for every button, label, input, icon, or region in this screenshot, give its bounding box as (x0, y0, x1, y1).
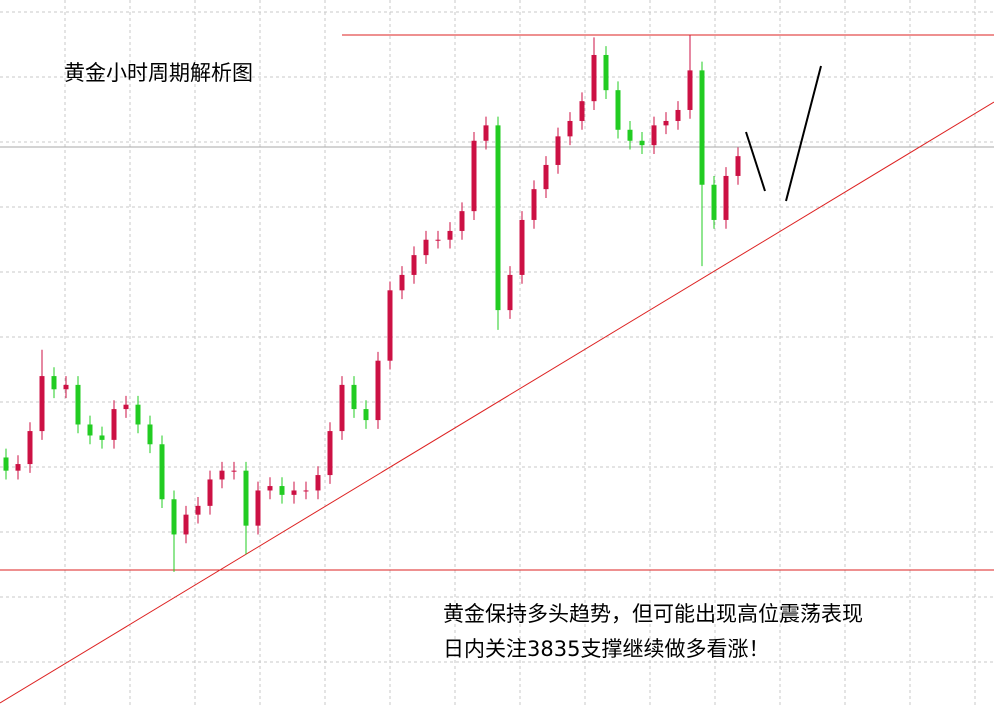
candle-body (699, 70, 705, 185)
candle-body (231, 470, 237, 472)
candle-body (267, 486, 273, 491)
candle-body (171, 499, 177, 535)
candles (3, 35, 741, 572)
candle-body (315, 475, 321, 491)
candle-body (435, 239, 441, 241)
candle-body (183, 514, 189, 535)
candle-body (15, 464, 21, 471)
annotation: 日内关注3835支撑继续做多看涨！ (443, 637, 769, 661)
candle-body (63, 384, 69, 390)
candle-body (687, 70, 693, 110)
candle-body (147, 424, 153, 445)
candle-body (567, 120, 573, 137)
candle-body (399, 274, 405, 291)
candle-body (3, 457, 9, 471)
candle-body (123, 404, 129, 410)
candle-body (327, 431, 333, 476)
candle-body (711, 184, 717, 220)
candle-body (663, 120, 669, 126)
candle-body (303, 490, 309, 492)
candle-body (543, 164, 549, 190)
chart-title: 黄金小时周期解析图 (64, 61, 253, 85)
candle-body (723, 175, 729, 220)
candle-body (39, 376, 45, 432)
candle-body (363, 409, 369, 421)
candle-body (207, 479, 213, 506)
candle-body (651, 125, 657, 146)
candle-body (471, 140, 477, 212)
candle-body (735, 156, 741, 176)
candle-body (27, 431, 33, 465)
candle-body (459, 211, 465, 231)
candle-body (675, 109, 681, 121)
candle-body (51, 376, 57, 390)
candle-body (423, 239, 429, 256)
candle-body (615, 90, 621, 130)
candle-body (219, 470, 225, 480)
candle-body (279, 486, 285, 495)
forecast-stroke (785, 65, 822, 202)
candle-body (531, 189, 537, 220)
candle-body (495, 125, 501, 311)
candle-body (387, 290, 393, 361)
candle-body (111, 409, 117, 440)
candle-body (195, 505, 201, 515)
candle-body (351, 384, 357, 410)
candle-body (507, 274, 513, 311)
candle-body (339, 384, 345, 432)
candle-body (135, 404, 141, 425)
candle-body (375, 360, 381, 421)
candle-body (87, 424, 93, 436)
candle-body (291, 490, 297, 495)
candle-body (159, 444, 165, 500)
candle-body (519, 219, 525, 275)
candle-body (411, 255, 417, 275)
candle-body (255, 490, 261, 526)
forecast-stroke (745, 131, 766, 192)
candle-body (591, 54, 597, 102)
candle-body (75, 384, 81, 425)
candle-body (579, 101, 585, 121)
candle-body (555, 136, 561, 165)
candle-body (447, 230, 453, 240)
candle-body (243, 470, 249, 526)
candle-body (99, 435, 105, 440)
trend-line (0, 101, 994, 704)
candle-body (639, 140, 645, 146)
candle-body (483, 125, 489, 141)
annotation: 黄金保持多头趋势，但可能出现高位震荡表现 (443, 602, 863, 626)
candle-body (627, 129, 633, 141)
candle-body (603, 54, 609, 91)
